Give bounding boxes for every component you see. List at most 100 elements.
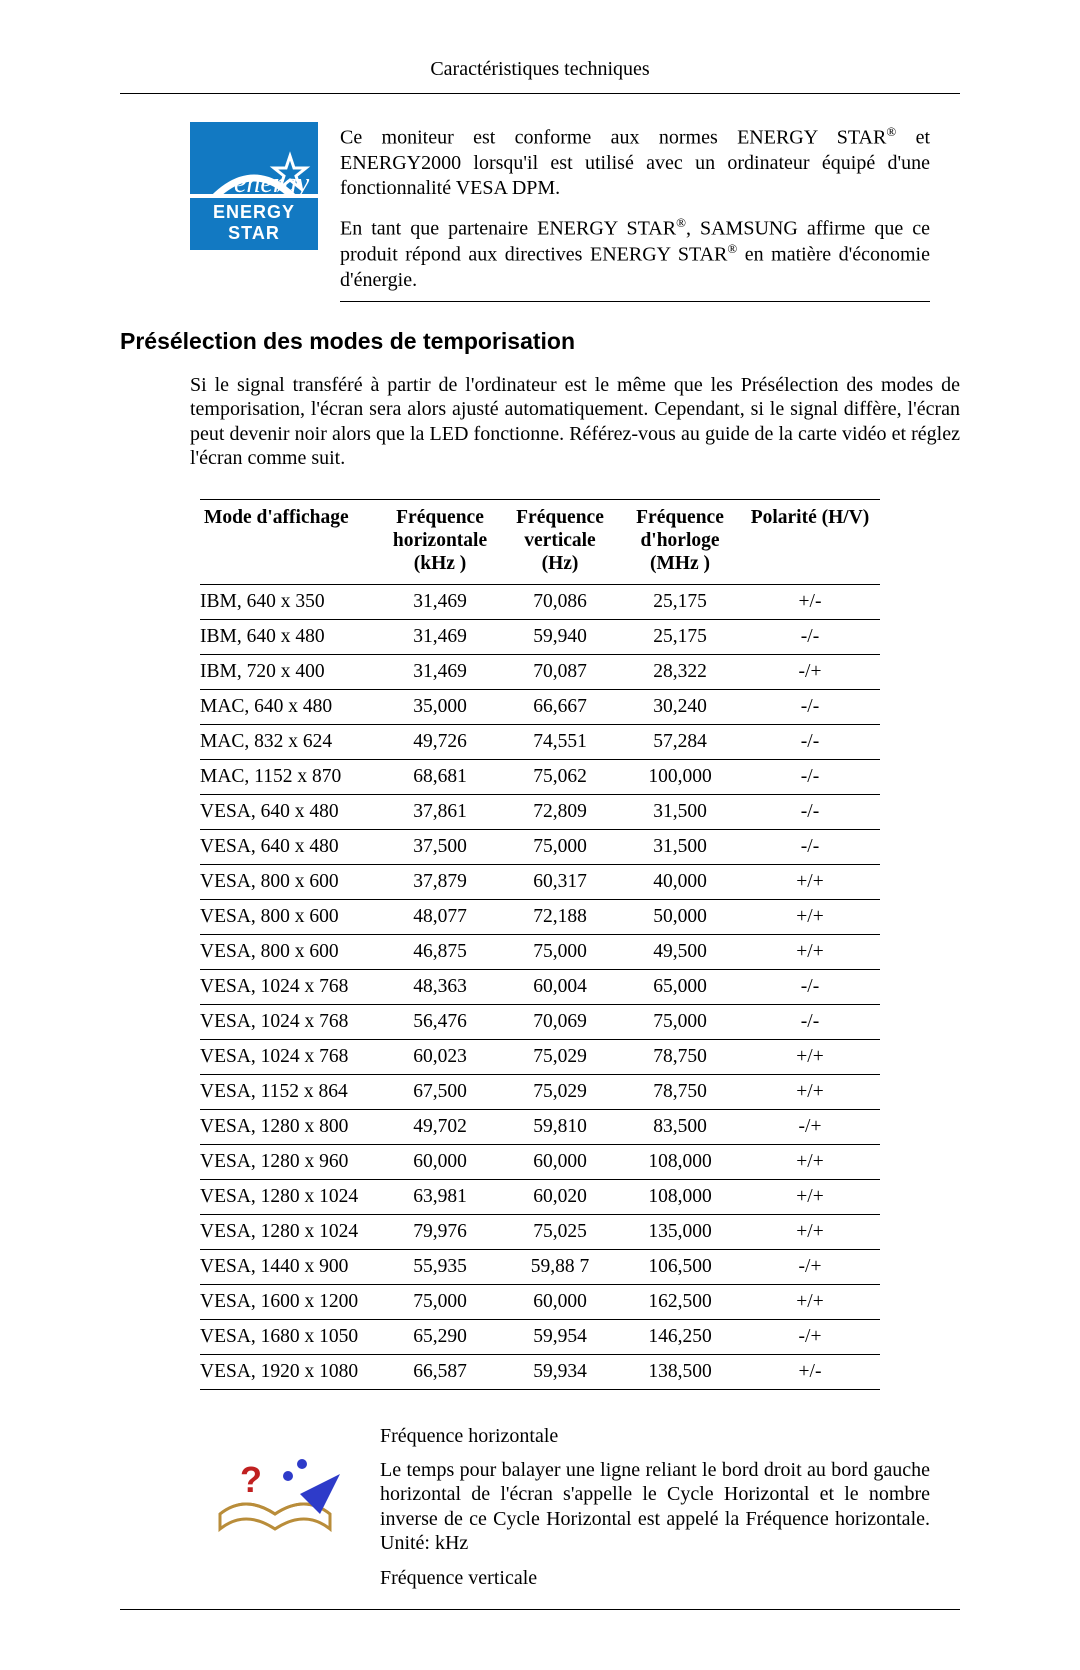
cell-value: 59,88 7 (500, 1249, 620, 1284)
table-row: IBM, 720 x 40031,46970,08728,322-/+ (200, 654, 880, 689)
cell-value: 63,981 (380, 1179, 500, 1214)
table-row: IBM, 640 x 35031,46970,08625,175+/- (200, 584, 880, 619)
cell-mode: VESA, 800 x 600 (200, 864, 380, 899)
table-row: VESA, 1680 x 105065,29059,954146,250-/+ (200, 1319, 880, 1354)
timing-table: Mode d'affichage Fréquence horizontale (… (200, 499, 880, 1390)
table-row: VESA, 1152 x 86467,50075,02978,750+/+ (200, 1074, 880, 1109)
vfreq-title: Fréquence verticale (380, 1566, 930, 1590)
cell-value: 65,000 (620, 969, 740, 1004)
cell-value: 49,702 (380, 1109, 500, 1144)
cell-mode: VESA, 640 x 480 (200, 794, 380, 829)
cell-value: 60,000 (380, 1144, 500, 1179)
cell-value: 55,935 (380, 1249, 500, 1284)
cell-value: -/- (740, 829, 880, 864)
table-row: VESA, 1280 x 96060,00060,000108,000+/+ (200, 1144, 880, 1179)
cell-value: 60,004 (500, 969, 620, 1004)
col-clock-l2: d'horloge (640, 530, 719, 551)
col-hfreq-l1: Fréquence (396, 507, 484, 528)
cell-mode: VESA, 1680 x 1050 (200, 1319, 380, 1354)
cell-value: 67,500 (380, 1074, 500, 1109)
cell-value: -/+ (740, 654, 880, 689)
table-row: IBM, 640 x 48031,46959,94025,175-/- (200, 619, 880, 654)
table-row: VESA, 640 x 48037,86172,80931,500-/- (200, 794, 880, 829)
cell-value: -/- (740, 794, 880, 829)
cell-value: 70,069 (500, 1004, 620, 1039)
cell-value: 138,500 (620, 1354, 740, 1389)
cell-mode: VESA, 1024 x 768 (200, 1004, 380, 1039)
cell-value: 59,954 (500, 1319, 620, 1354)
cell-value: 49,500 (620, 934, 740, 969)
cell-value: 31,500 (620, 829, 740, 864)
cell-mode: VESA, 1152 x 864 (200, 1074, 380, 1109)
energy-para-1: Ce moniteur est conforme aux normes ENER… (340, 124, 930, 201)
cell-value: 59,934 (500, 1354, 620, 1389)
cell-value: 48,077 (380, 899, 500, 934)
cell-mode: VESA, 800 x 600 (200, 934, 380, 969)
cell-value: 75,000 (380, 1284, 500, 1319)
section-heading: Présélection des modes de temporisation (120, 328, 960, 355)
cell-value: 75,025 (500, 1214, 620, 1249)
cell-value: 37,500 (380, 829, 500, 864)
cell-value: +/+ (740, 934, 880, 969)
cell-mode: IBM, 720 x 400 (200, 654, 380, 689)
table-row: VESA, 640 x 48037,50075,00031,500-/- (200, 829, 880, 864)
cell-mode: IBM, 640 x 350 (200, 584, 380, 619)
cell-value: 25,175 (620, 584, 740, 619)
energy-underline (340, 301, 930, 302)
cell-value: +/- (740, 584, 880, 619)
table-row: VESA, 1280 x 102479,97675,025135,000+/+ (200, 1214, 880, 1249)
cell-value: +/- (740, 1354, 880, 1389)
cell-value: -/- (740, 724, 880, 759)
cell-value: 83,500 (620, 1109, 740, 1144)
cell-value: +/+ (740, 1179, 880, 1214)
cell-value: 48,363 (380, 969, 500, 1004)
cell-mode: MAC, 1152 x 870 (200, 759, 380, 794)
table-row: VESA, 1280 x 102463,98160,020108,000+/+ (200, 1179, 880, 1214)
cell-value: 162,500 (620, 1284, 740, 1319)
cell-mode: VESA, 1280 x 1024 (200, 1179, 380, 1214)
energy-para-2: En tant que partenaire ENERGY STAR®, SAM… (340, 215, 930, 293)
energy-star-logo-label: ENERGY STAR (190, 194, 318, 250)
cell-value: 66,667 (500, 689, 620, 724)
col-clock-l3: (MHz ) (650, 553, 710, 574)
table-row: VESA, 1920 x 108066,58759,934138,500+/- (200, 1354, 880, 1389)
cell-value: 100,000 (620, 759, 740, 794)
col-vfreq-l1: Fréquence (516, 507, 604, 528)
cell-value: 75,000 (500, 934, 620, 969)
cell-value: 75,029 (500, 1074, 620, 1109)
cell-value: 31,500 (620, 794, 740, 829)
cell-mode: VESA, 1280 x 1024 (200, 1214, 380, 1249)
cell-value: 135,000 (620, 1214, 740, 1249)
col-hfreq-l2: horizontale (393, 530, 487, 551)
cell-value: 78,750 (620, 1074, 740, 1109)
help-book-icon: ? (210, 1444, 340, 1544)
table-row: VESA, 800 x 60048,07772,18850,000+/+ (200, 899, 880, 934)
table-row: VESA, 1600 x 120075,00060,000162,500+/+ (200, 1284, 880, 1319)
cell-value: 70,086 (500, 584, 620, 619)
cell-value: -/+ (740, 1249, 880, 1284)
frequency-info-block: ? Fréquence horizontale Le temps pour ba… (210, 1424, 930, 1600)
table-row: VESA, 1024 x 76848,36360,00465,000-/- (200, 969, 880, 1004)
cell-value: 75,000 (620, 1004, 740, 1039)
cell-value: 30,240 (620, 689, 740, 724)
cell-value: 74,551 (500, 724, 620, 759)
col-clock: Fréquence d'horloge (MHz ) (620, 499, 740, 584)
hfreq-body: Le temps pour balayer une ligne reliant … (380, 1458, 930, 1556)
cell-mode: MAC, 640 x 480 (200, 689, 380, 724)
cell-value: +/+ (740, 899, 880, 934)
cell-value: 31,469 (380, 584, 500, 619)
cell-value: 25,175 (620, 619, 740, 654)
cell-mode: IBM, 640 x 480 (200, 619, 380, 654)
cell-value: 106,500 (620, 1249, 740, 1284)
table-row: MAC, 1152 x 87068,68175,062100,000-/- (200, 759, 880, 794)
document-page: Caractéristiques techniques energy ENERG… (0, 0, 1080, 1670)
footer-rule (120, 1609, 960, 1610)
col-hfreq-l3: (kHz ) (414, 553, 467, 574)
cell-mode: VESA, 1024 x 768 (200, 1039, 380, 1074)
frequency-text: Fréquence horizontale Le temps pour bala… (380, 1424, 930, 1600)
cell-value: 35,000 (380, 689, 500, 724)
cell-value: 37,861 (380, 794, 500, 829)
cell-value: -/- (740, 759, 880, 794)
cell-value: 75,029 (500, 1039, 620, 1074)
cell-value: 60,000 (500, 1144, 620, 1179)
